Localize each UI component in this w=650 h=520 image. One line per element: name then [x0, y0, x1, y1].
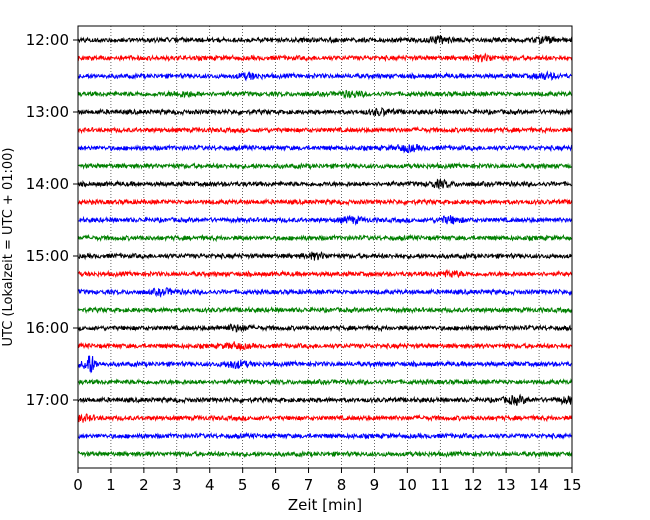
y-tick-label: 12:00 [26, 31, 69, 49]
seismogram-trace [77, 214, 573, 226]
seismogram-trace [77, 323, 573, 333]
x-tick-label: 1 [106, 476, 116, 494]
seismogram-trace [77, 161, 573, 171]
x-axis-label: Zeit [min] [288, 496, 362, 514]
seismogram-trace [77, 143, 573, 154]
y-tick-label: 14:00 [26, 175, 69, 193]
x-tick-label: 10 [398, 476, 417, 494]
x-axis: 0 1 2 3 4 5 6 7 8 9 10 11 12 13 14 15 [73, 468, 582, 494]
seismogram-trace [77, 125, 573, 135]
x-tick-label: 5 [238, 476, 248, 494]
y-tick-label: 17:00 [26, 391, 69, 409]
seismogram-trace [77, 377, 573, 386]
plot-frame [77, 25, 573, 469]
seismogram-trace [77, 341, 573, 352]
seismogram-trace [77, 89, 573, 100]
seismogram-trace [77, 269, 573, 279]
y-axis-label: UTC (Lokalzeit = UTC + 01:00) [1, 148, 16, 347]
y-tick-label: 15:00 [26, 247, 69, 265]
x-tick-label: 4 [205, 476, 215, 494]
seismogram-trace [77, 197, 573, 207]
x-tick-label: 8 [337, 476, 347, 494]
x-tick-label: 13 [497, 476, 516, 494]
seismogram-trace [77, 177, 573, 190]
seismogram-traces [77, 35, 573, 459]
seismogram-trace [77, 52, 573, 63]
x-tick-label: 9 [370, 476, 380, 494]
x-tick-label: 15 [562, 476, 581, 494]
seismogram-trace [77, 107, 573, 118]
x-tick-label: 2 [139, 476, 149, 494]
x-tick-label: 7 [304, 476, 314, 494]
seismogram-trace [77, 70, 573, 82]
y-tick-label: 13:00 [26, 103, 69, 121]
seismogram-trace [77, 251, 573, 261]
y-axis: 12:00 13:00 14:00 15:00 16:00 17:00 [26, 31, 78, 409]
x-tick-label: 0 [73, 476, 83, 494]
x-tick-label: 3 [172, 476, 182, 494]
seismogram-trace [77, 431, 573, 441]
x-tick-label: 11 [431, 476, 450, 494]
x-tick-label: 6 [271, 476, 281, 494]
y-tick-label: 16:00 [26, 319, 69, 337]
seismogram-trace [77, 449, 573, 459]
x-tick-label: 12 [464, 476, 483, 494]
seismogram-trace [77, 355, 573, 374]
x-tick-label: 14 [530, 476, 549, 494]
seismogram-trace [77, 35, 573, 45]
seismogram-trace [77, 413, 573, 423]
seismogram-trace [77, 393, 573, 406]
seismogram-trace [77, 233, 573, 243]
seismogram-trace [77, 287, 573, 298]
seismogram-trace [77, 305, 573, 315]
